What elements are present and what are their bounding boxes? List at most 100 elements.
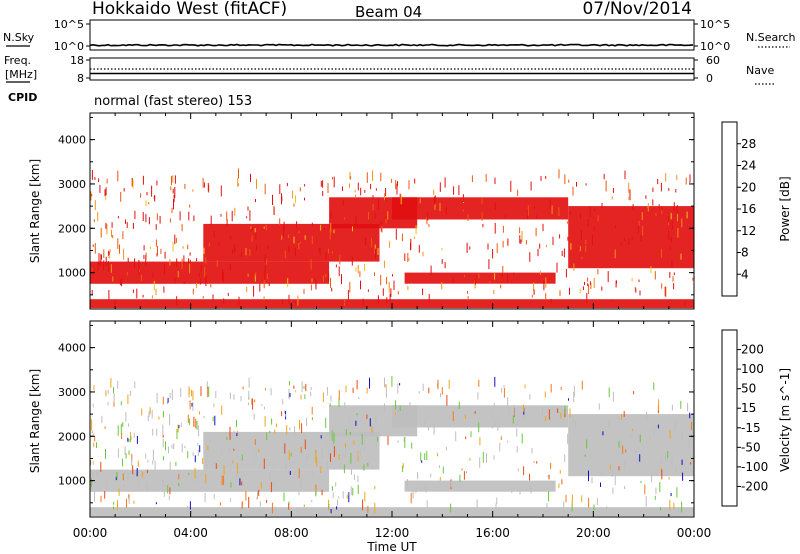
vel-speckle-mark <box>614 475 616 486</box>
power-speckle-mark <box>325 252 327 260</box>
vel-speckle-mark <box>402 465 404 473</box>
vel-speckle-mark <box>300 446 302 453</box>
power-speckle-mark <box>283 226 285 237</box>
vel-colorbar-tick-4: -15 <box>741 421 761 435</box>
power-speckle-mark <box>293 236 295 244</box>
power-speckle-mark <box>188 258 190 265</box>
vel-speckle-mark <box>228 447 230 454</box>
vel-speckle-mark <box>682 472 684 481</box>
power-speckle-mark <box>241 251 242 257</box>
power-speckle-mark <box>263 279 265 289</box>
vel-speckle-mark <box>649 435 651 440</box>
vel-speckle-mark <box>407 419 409 423</box>
power-speckle-mark <box>281 193 282 205</box>
power-speckle-mark <box>612 188 614 193</box>
vel-speckle-mark <box>124 446 126 455</box>
vel-speckle-mark <box>105 390 107 397</box>
power-speckle-mark <box>381 225 383 233</box>
vel-speckle-mark <box>495 503 497 511</box>
vel-speckle-mark <box>470 431 472 438</box>
noise-sky-line <box>89 43 694 47</box>
vel-speckle-mark <box>152 460 154 465</box>
power-speckle-mark <box>303 288 305 295</box>
power-speckle-mark <box>272 194 273 205</box>
vel-speckle-mark <box>128 450 130 455</box>
vel-speckle-mark <box>178 482 180 486</box>
power-speckle-mark <box>389 293 391 302</box>
power-speckle-mark <box>543 280 545 291</box>
vel-speckle-mark <box>646 411 648 421</box>
vel-speckle-mark <box>189 501 191 510</box>
vel-speckle-mark <box>560 412 562 419</box>
vel-speckle-mark <box>136 435 138 444</box>
vel-speckle-mark <box>328 450 330 457</box>
vel-speckle-mark <box>493 402 495 408</box>
power-speckle-mark <box>119 280 121 286</box>
power-speckle-mark <box>444 177 446 188</box>
vel-speckle-mark <box>301 485 303 489</box>
vel-speckle-mark <box>100 495 102 503</box>
power-speckle-mark <box>138 270 140 273</box>
power-speckle-mark <box>469 246 471 250</box>
power-speckle-mark <box>684 301 686 306</box>
vel-speckle-mark <box>248 377 250 388</box>
vel-speckle-mark <box>645 496 647 507</box>
power-speckle-mark <box>189 263 191 274</box>
power-speckle-mark <box>594 208 595 212</box>
power-speckle-mark <box>226 219 228 227</box>
noise-sky-label: N.Sky <box>3 31 35 44</box>
power-speckle-mark <box>91 290 93 296</box>
vel-speckle-mark <box>338 496 340 499</box>
power-speckle-mark <box>624 237 626 242</box>
power-speckle-mark <box>531 294 533 298</box>
vel-speckle-mark <box>236 471 238 480</box>
vel-speckle-mark <box>221 475 223 485</box>
power-speckle-mark <box>476 275 478 279</box>
power-speckle-mark <box>616 280 617 284</box>
power-speckle-mark <box>208 242 210 247</box>
vel-speckle-mark <box>420 486 422 492</box>
power-speckle-mark <box>251 235 253 242</box>
vel-speckle-mark <box>298 468 300 479</box>
vel-speckle-mark <box>283 492 285 502</box>
power-speckle-mark <box>631 236 633 241</box>
vel-speckle-mark <box>568 398 569 401</box>
power-speckle-mark <box>639 290 641 296</box>
power-speckle-mark <box>222 269 224 280</box>
vel-speckle-mark <box>214 415 216 426</box>
nave-label: Nave <box>746 64 774 77</box>
velocity-y-ticks: 1000 2000 3000 4000 <box>58 324 694 504</box>
power-speckle-mark <box>98 260 100 265</box>
power-speckle-mark <box>138 259 140 269</box>
vel-speckle-mark <box>584 454 586 457</box>
vel-speckle-mark <box>640 480 642 483</box>
power-speckle-mark <box>481 212 483 221</box>
power-speckle-mark <box>615 280 617 288</box>
power-speckle-mark <box>364 237 366 246</box>
power-colorbar-tick-4: 20 <box>741 180 756 194</box>
power-speckle-mark <box>127 257 129 263</box>
vel-speckle-mark <box>415 488 417 493</box>
power-speckle-mark <box>155 239 157 247</box>
vel-speckle-mark <box>333 446 335 457</box>
vel-speckle-mark <box>391 375 393 387</box>
power-speckle-mark <box>108 290 110 301</box>
power-speckle-mark <box>462 194 464 202</box>
vel-speckle-mark <box>113 401 115 407</box>
vel-speckle-mark <box>134 381 136 389</box>
power-speckle-mark <box>281 235 283 240</box>
power-speckle-mark <box>106 224 108 235</box>
power-speckle-mark <box>176 296 178 305</box>
power-speckle-mark <box>407 286 409 290</box>
vel-speckle-mark <box>374 502 376 514</box>
power-speckle-mark <box>311 278 313 283</box>
power-colorbar-label: Power [dB] <box>778 176 792 241</box>
vel-speckle-mark <box>681 501 683 513</box>
power-speckle-mark <box>671 260 673 267</box>
power-speckle-mark <box>428 294 430 302</box>
power-speckle-mark <box>507 273 508 283</box>
power-speckle-mark <box>207 183 209 192</box>
power-speckle-mark <box>372 170 374 181</box>
power-speckle-mark <box>601 286 603 291</box>
power-range-tick-3: 4000 <box>58 134 86 147</box>
